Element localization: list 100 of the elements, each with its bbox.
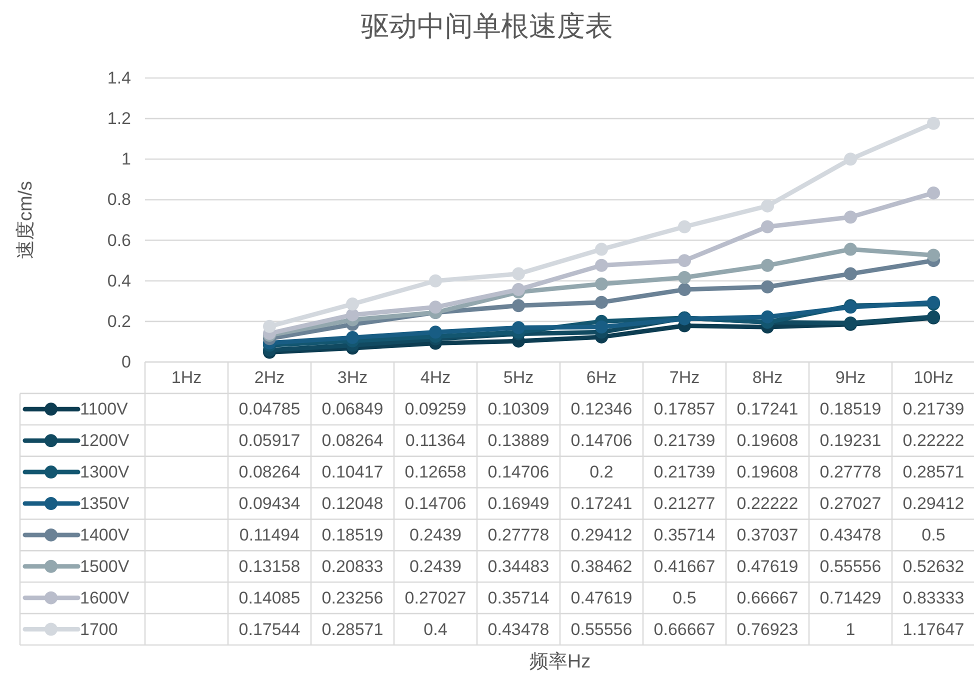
data-label: 0.12048 <box>322 494 384 513</box>
point <box>678 254 691 268</box>
data-label: 0.22222 <box>736 494 798 513</box>
point <box>844 152 857 166</box>
data-label: 0.29412 <box>902 494 964 513</box>
data-label: 0.08264 <box>238 462 300 482</box>
chart-title: 驱动中间单根速度表 <box>361 10 613 42</box>
legend-label: 1100V <box>80 400 129 419</box>
data-label: 0.14706 <box>570 431 632 450</box>
data-label: 0.5 <box>672 588 696 608</box>
data-label: 0.41667 <box>654 556 716 576</box>
data-label: 0.09259 <box>404 400 466 419</box>
data-label: 0.55556 <box>570 620 632 639</box>
data-label: 1.17647 <box>902 620 964 639</box>
point <box>346 298 359 311</box>
point <box>761 280 774 294</box>
data-label: 0.43478 <box>820 525 882 544</box>
data-label: 0.14085 <box>238 588 300 608</box>
data-label: 0.17241 <box>570 494 632 513</box>
point <box>512 299 525 312</box>
data-label: 0.38462 <box>570 556 632 576</box>
point <box>512 267 525 280</box>
legend-label: 1500V <box>80 556 130 576</box>
point <box>844 242 857 256</box>
data-label: 0.19608 <box>736 431 798 450</box>
point <box>761 258 774 272</box>
data-label: 0.83333 <box>902 588 964 608</box>
data-label: 0.29412 <box>570 525 632 544</box>
point <box>761 220 774 234</box>
legend-label: 1350V <box>80 494 130 513</box>
data-label: 0.66667 <box>654 620 716 639</box>
x-tick-label: 6Hz <box>586 368 617 388</box>
data-label: 0.21739 <box>902 400 964 419</box>
data-label: 0.20833 <box>322 556 384 576</box>
legend-label: 1700 <box>80 620 118 639</box>
point <box>595 320 608 334</box>
point <box>512 321 525 334</box>
data-label: 0.19231 <box>820 431 882 450</box>
x-tick-label: 10Hz <box>914 368 954 388</box>
data-label: 0.2439 <box>410 525 462 544</box>
legend-label: 1400V <box>80 525 130 544</box>
data-label: 0.11364 <box>405 431 466 450</box>
data-label: 0.47619 <box>570 588 632 608</box>
data-label: 0.18519 <box>820 400 882 419</box>
point <box>595 296 608 309</box>
data-label: 0.17241 <box>736 400 798 419</box>
x-tick-label: 3Hz <box>337 368 368 388</box>
data-label: 0.12346 <box>570 400 632 419</box>
data-label: 0.10309 <box>488 400 550 419</box>
data-label: 0.71429 <box>820 588 882 608</box>
data-label: 0.21277 <box>654 494 716 513</box>
y-tick-label: 0.4 <box>107 271 131 290</box>
data-label: 0.21739 <box>654 462 716 482</box>
data-label: 0.22222 <box>902 431 964 450</box>
data-label: 1 <box>846 620 856 639</box>
data-label: 0.19608 <box>736 462 798 482</box>
point <box>927 186 940 200</box>
x-tick-label: 8Hz <box>752 368 783 388</box>
data-label: 0.27778 <box>820 462 882 482</box>
data-label: 0.23256 <box>322 588 384 608</box>
y-tick-label: 0.2 <box>107 312 131 331</box>
point <box>678 270 691 284</box>
data-label: 0.47619 <box>736 556 798 576</box>
legend-label: 1200V <box>80 431 130 450</box>
y-tick-label: 1 <box>122 150 131 169</box>
point <box>844 267 857 280</box>
data-label: 0.18519 <box>322 525 384 544</box>
point <box>678 283 691 296</box>
data-label: 0.17544 <box>238 620 300 639</box>
data-label: 0.10417 <box>322 462 384 482</box>
point <box>761 199 774 212</box>
y-tick-label: 1.2 <box>107 109 131 128</box>
data-label: 0.28571 <box>902 462 964 482</box>
point <box>429 326 442 339</box>
point <box>429 274 442 288</box>
data-label: 0.05917 <box>238 431 300 450</box>
data-label: 0.5 <box>922 525 946 544</box>
data-label: 0.43478 <box>488 620 550 639</box>
point <box>346 308 359 322</box>
data-label: 0.34483 <box>488 556 550 576</box>
data-label: 0.12658 <box>404 462 466 482</box>
data-label: 0.4 <box>424 620 448 639</box>
data-label: 0.09434 <box>238 494 300 513</box>
y-tick-label: 1.4 <box>107 68 131 88</box>
data-label: 0.08264 <box>322 431 384 450</box>
data-label: 0.28571 <box>322 620 384 639</box>
point <box>927 116 940 130</box>
x-tick-label: 5Hz <box>503 368 534 388</box>
point <box>927 248 940 262</box>
data-label: 0.27027 <box>404 588 466 608</box>
y-tick-label: 0.8 <box>107 190 131 210</box>
x-tick-label: 9Hz <box>835 368 866 388</box>
data-label: 0.2 <box>590 462 614 482</box>
data-label: 0.27778 <box>488 525 550 544</box>
y-axis-title: 速度cm/s <box>14 180 36 260</box>
point <box>678 220 691 234</box>
data-label: 0.06849 <box>322 400 384 419</box>
x-tick-label: 7Hz <box>669 368 700 388</box>
point <box>761 310 774 324</box>
data-label: 0.17857 <box>654 400 716 419</box>
